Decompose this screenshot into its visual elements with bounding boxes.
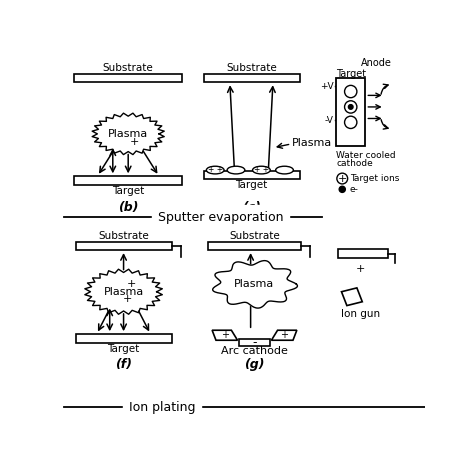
Bar (239, 339, 270, 346)
Circle shape (348, 105, 353, 109)
Text: Plasma: Plasma (234, 279, 274, 289)
Text: Substrate: Substrate (226, 64, 277, 73)
Text: +: + (130, 137, 139, 146)
Text: +: + (123, 294, 132, 304)
Bar (74, 74, 182, 82)
Text: Sputter evaporation: Sputter evaporation (158, 210, 283, 224)
Text: -: - (252, 336, 257, 349)
Ellipse shape (253, 166, 270, 174)
Ellipse shape (276, 166, 293, 174)
Polygon shape (92, 113, 164, 155)
Polygon shape (212, 330, 237, 340)
Bar (74, 176, 182, 185)
Text: Substrate: Substrate (98, 231, 149, 241)
Text: Target ions: Target ions (350, 174, 399, 183)
Text: +V: +V (320, 82, 334, 91)
Bar (76, 242, 172, 250)
Text: (c): (c) (242, 201, 261, 213)
Text: +: + (280, 330, 288, 340)
Text: (f): (f) (115, 358, 132, 372)
Polygon shape (85, 269, 162, 314)
Text: Water cooled: Water cooled (336, 151, 396, 160)
Text: Plasma: Plasma (103, 287, 144, 297)
Bar (337, 249, 388, 258)
Text: Ion gun: Ion gun (341, 309, 381, 319)
Text: +: + (221, 330, 229, 340)
Circle shape (345, 116, 357, 128)
Text: (b): (b) (118, 201, 138, 213)
Text: +: + (127, 279, 136, 289)
Ellipse shape (227, 166, 245, 174)
Text: -V: -V (325, 116, 334, 125)
Text: Arc cathode: Arc cathode (221, 346, 288, 356)
Text: e-: e- (350, 185, 359, 194)
Text: Substrate: Substrate (229, 231, 280, 241)
Polygon shape (272, 330, 297, 340)
Text: Substrate: Substrate (103, 64, 154, 73)
Text: + +: + + (208, 165, 223, 174)
Polygon shape (341, 288, 362, 306)
Text: Plasma: Plasma (292, 138, 332, 148)
Circle shape (337, 173, 347, 184)
Text: Target: Target (112, 186, 144, 196)
Bar (204, 74, 300, 82)
Text: Target: Target (336, 69, 366, 79)
Polygon shape (213, 261, 297, 308)
Bar (204, 171, 300, 179)
Circle shape (345, 101, 357, 113)
Text: + +: + + (254, 165, 269, 174)
Bar (208, 242, 301, 250)
Text: +: + (257, 291, 266, 301)
Ellipse shape (206, 166, 224, 174)
Circle shape (339, 186, 346, 192)
Bar (76, 334, 172, 343)
Text: (g): (g) (244, 358, 264, 372)
Text: Target: Target (108, 344, 140, 354)
Bar (336, 78, 365, 146)
Text: Target: Target (235, 181, 267, 191)
Circle shape (345, 85, 357, 98)
Text: Ion plating: Ion plating (129, 401, 195, 414)
Text: +: + (356, 264, 365, 273)
Text: cathode: cathode (336, 159, 373, 168)
Text: Plasma: Plasma (108, 129, 148, 139)
Text: +: + (337, 173, 347, 183)
Text: Anode: Anode (361, 58, 392, 68)
